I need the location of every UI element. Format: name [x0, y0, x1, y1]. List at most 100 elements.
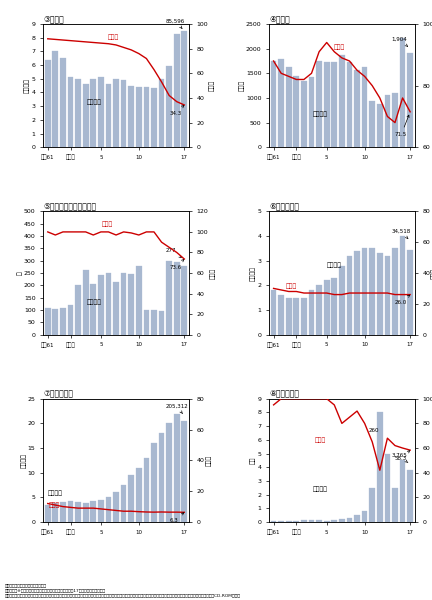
- Y-axis label: （件）: （件）: [239, 80, 245, 91]
- Bar: [369, 248, 375, 335]
- Text: 検挙率: 検挙率: [108, 34, 119, 40]
- Bar: [301, 298, 307, 335]
- Bar: [354, 70, 360, 147]
- Y-axis label: （％）: （％）: [210, 80, 215, 91]
- Text: ⑤　略取誘拐・人身売買: ⑤ 略取誘拐・人身売買: [43, 202, 96, 211]
- Bar: [75, 286, 81, 335]
- Bar: [369, 488, 375, 522]
- Bar: [159, 311, 165, 335]
- Bar: [309, 520, 314, 522]
- Bar: [377, 412, 383, 522]
- Bar: [181, 266, 187, 335]
- Bar: [151, 310, 157, 335]
- Bar: [293, 521, 299, 522]
- Bar: [384, 256, 390, 335]
- Bar: [121, 80, 127, 147]
- Bar: [143, 310, 149, 335]
- Bar: [45, 308, 51, 335]
- Bar: [60, 58, 66, 147]
- Bar: [392, 488, 398, 522]
- Bar: [128, 475, 134, 522]
- Bar: [136, 87, 142, 147]
- Bar: [324, 280, 330, 335]
- Bar: [159, 433, 165, 522]
- Text: 3,765: 3,765: [391, 453, 408, 463]
- Bar: [143, 458, 149, 522]
- Bar: [346, 62, 353, 147]
- Text: 277: 277: [165, 248, 181, 257]
- Bar: [90, 284, 96, 335]
- Bar: [331, 62, 337, 147]
- Bar: [121, 274, 127, 335]
- Text: ⑥　住居侵入: ⑥ 住居侵入: [269, 202, 299, 211]
- Bar: [316, 61, 322, 147]
- Bar: [166, 424, 172, 522]
- Bar: [392, 93, 398, 147]
- Bar: [339, 55, 345, 147]
- Bar: [286, 67, 292, 147]
- Bar: [354, 515, 360, 522]
- Bar: [309, 290, 314, 335]
- Bar: [60, 308, 66, 335]
- Bar: [151, 443, 157, 522]
- Bar: [301, 520, 307, 522]
- Text: 認知件数: 認知件数: [312, 112, 327, 118]
- Bar: [136, 468, 142, 522]
- Bar: [331, 520, 337, 522]
- Bar: [362, 67, 368, 147]
- Bar: [113, 282, 119, 335]
- Bar: [113, 79, 119, 147]
- Bar: [362, 248, 368, 335]
- Bar: [271, 290, 276, 335]
- Bar: [301, 81, 307, 147]
- Text: 検挙率: 検挙率: [285, 283, 296, 289]
- Bar: [331, 278, 337, 335]
- Text: 1,904: 1,904: [391, 37, 407, 46]
- Bar: [174, 413, 180, 522]
- Text: 注１　注１　警察庁の統計による。
　２　２　※略取誘拐・人身売買の「人身売買」は，平成17年から計上している。
　３　３　銃砲，品議受け等，脅迫，強制わいせつ，: 注１ 注１ 警察庁の統計による。 ２ ２ ※略取誘拐・人身売買の「人身売買」は，…: [4, 584, 240, 597]
- Bar: [407, 53, 413, 147]
- Bar: [400, 460, 405, 522]
- Text: 認知件数: 認知件数: [327, 262, 342, 268]
- Bar: [309, 77, 314, 147]
- Bar: [105, 497, 111, 522]
- Bar: [166, 67, 172, 147]
- Bar: [377, 104, 383, 147]
- Text: ④　放火: ④ 放火: [269, 14, 290, 23]
- Bar: [362, 511, 368, 522]
- Bar: [83, 503, 89, 522]
- Bar: [384, 95, 390, 147]
- Bar: [98, 275, 104, 335]
- Text: 58.3: 58.3: [395, 451, 410, 461]
- Text: 認知件数: 認知件数: [87, 299, 102, 305]
- Bar: [53, 52, 58, 147]
- Bar: [384, 454, 390, 522]
- Bar: [400, 236, 405, 335]
- Bar: [98, 500, 104, 522]
- Bar: [377, 253, 383, 335]
- Text: 71.5: 71.5: [395, 115, 409, 137]
- Text: 検挙率: 検挙率: [49, 503, 60, 508]
- Bar: [83, 84, 89, 147]
- Bar: [286, 521, 292, 522]
- Bar: [136, 266, 142, 335]
- Y-axis label: （万件）: （万件）: [251, 265, 256, 281]
- Bar: [271, 521, 276, 522]
- Bar: [181, 421, 187, 522]
- Bar: [346, 518, 353, 522]
- Bar: [98, 77, 104, 147]
- Bar: [151, 88, 157, 147]
- Bar: [316, 286, 322, 335]
- Bar: [286, 298, 292, 335]
- Text: 検挙率: 検挙率: [102, 221, 113, 227]
- Y-axis label: （万件）: （万件）: [25, 78, 30, 93]
- Text: 85,596: 85,596: [165, 19, 184, 28]
- Bar: [278, 59, 284, 147]
- Bar: [369, 101, 375, 147]
- Text: ⑧　通貨偉造: ⑧ 通貨偉造: [269, 389, 299, 398]
- Text: 認知件数: 認知件数: [312, 487, 327, 492]
- Bar: [278, 295, 284, 335]
- Y-axis label: 件: 件: [17, 271, 22, 275]
- Bar: [121, 485, 127, 522]
- Bar: [53, 503, 58, 522]
